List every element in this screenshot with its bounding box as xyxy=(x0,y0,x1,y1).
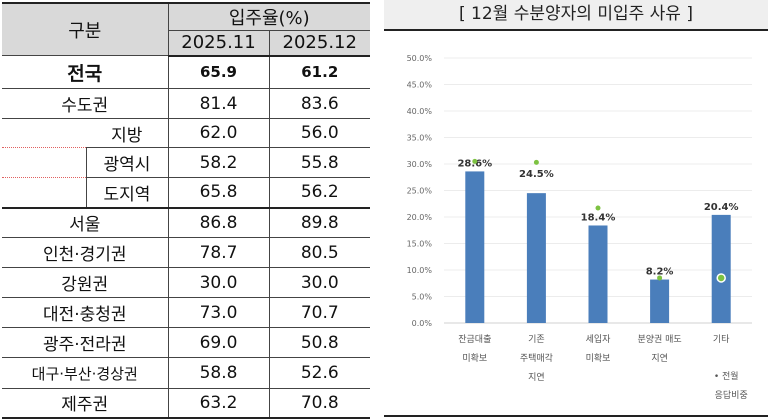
previous-month-point xyxy=(657,275,663,281)
header-occupancy-rate: 입주율(%) xyxy=(167,2,371,31)
value-2025-11: 65.8 xyxy=(167,177,269,209)
value-2025-12: 80.5 xyxy=(268,237,371,268)
y-tick-label: 40.0% xyxy=(407,107,433,116)
table-row: 수도권 81.4 83.6 xyxy=(2,88,371,119)
row-label: 강원권 xyxy=(2,267,168,298)
previous-month-point xyxy=(533,159,539,165)
value-2025-12: 89.8 xyxy=(268,207,371,238)
y-tick-label: 15.0% xyxy=(407,240,433,249)
table-row: 대전·충청권 73.0 70.7 xyxy=(2,297,371,328)
x-tick-label: 세입자 xyxy=(586,333,612,345)
divider xyxy=(384,415,768,417)
table-row: 강원권 30.0 30.0 xyxy=(2,267,371,298)
y-tick-label: 10.0% xyxy=(407,266,433,275)
previous-month-point xyxy=(595,205,601,211)
value-2025-12: 70.8 xyxy=(268,388,371,419)
header-category: 구분 xyxy=(2,2,168,56)
value-2025-12: 70.7 xyxy=(268,297,371,328)
x-tick-label: 주택매각 xyxy=(520,352,553,364)
data-label: 18.4% xyxy=(581,212,616,223)
x-tick-label: 기존 xyxy=(528,334,545,345)
x-tick-label: 미확보 xyxy=(586,352,611,364)
row-label: 광주·전라권 xyxy=(2,327,168,358)
previous-month-point xyxy=(716,273,726,283)
value-2025-11: 86.8 xyxy=(167,207,269,238)
indent-cell xyxy=(2,177,86,209)
row-label: 지방 xyxy=(86,118,168,148)
table-row: 지방 62.0 56.0 xyxy=(2,118,371,148)
value-2025-11: 69.0 xyxy=(167,327,269,358)
table-row: 대구·부산·경상권 58.8 52.6 xyxy=(2,357,371,389)
header-period: 2025.11 xyxy=(167,30,269,57)
x-tick-label: 분양권 매도 xyxy=(637,333,681,345)
table-row: 도지역 65.8 56.2 xyxy=(2,177,371,209)
x-tick-label: 기타 xyxy=(713,334,730,345)
value-2025-11: 78.7 xyxy=(167,237,269,268)
y-tick-label: 0.0% xyxy=(412,319,433,328)
chart-panel: [ 12월 수분양자의 미입주 사유 ] 0.0% 5.0% 10.0% 15.0% 2… xyxy=(384,0,768,419)
header-period: 2025.12 xyxy=(268,30,371,57)
value-2025-11: 62.0 xyxy=(167,118,269,148)
table-row: 광역시 58.2 55.8 xyxy=(2,147,371,178)
value-2025-11: 73.0 xyxy=(167,297,269,328)
table-row: 인천·경기권 78.7 80.5 xyxy=(2,237,371,268)
bar xyxy=(526,193,546,323)
table-row: 제주권 63.2 70.8 xyxy=(2,388,371,419)
y-tick-label: 30.0% xyxy=(407,160,433,169)
y-tick-label: 35.0% xyxy=(407,134,433,143)
value-2025-11: 58.8 xyxy=(167,357,269,389)
y-tick-label: 50.0% xyxy=(407,54,433,63)
value-2025-11: 30.0 xyxy=(167,267,269,298)
value-2025-12: 50.8 xyxy=(268,327,371,358)
chart-title: [ 12월 수분양자의 미입주 사유 ] xyxy=(384,0,768,31)
data-label: 28.6% xyxy=(457,158,492,169)
row-label: 인천·경기권 xyxy=(2,237,168,268)
value-2025-12: 56.2 xyxy=(268,177,371,209)
occupancy-rate-table: 구분 입주율(%) 2025.11 2025.12 전국 65.9 61.2 수도권 8… xyxy=(2,2,371,419)
y-tick-label: 20.0% xyxy=(407,213,433,222)
table-row: 서울 86.8 89.8 xyxy=(2,207,371,238)
data-label: 24.5% xyxy=(519,169,554,180)
value-2025-11: 63.2 xyxy=(167,388,269,419)
previous-month-point xyxy=(472,158,478,164)
row-label: 광역시 xyxy=(85,147,168,178)
x-tick-label: 잔금대출 xyxy=(458,334,491,345)
value-2025-11: 58.2 xyxy=(167,147,269,178)
y-tick-label: 25.0% xyxy=(407,187,433,196)
value-2025-12: 55.8 xyxy=(268,147,371,178)
y-tick-label: 5.0% xyxy=(412,293,433,302)
legend-label: • 전월 xyxy=(714,370,739,382)
x-tick-label: 지연 xyxy=(528,372,545,383)
value-2025-11: 81.4 xyxy=(167,88,269,119)
x-tick-label: 지연 xyxy=(651,353,668,364)
row-label: 제주권 xyxy=(2,388,168,419)
bar xyxy=(465,171,485,323)
x-tick-label: 미확보 xyxy=(462,352,487,364)
row-label: 서울 xyxy=(2,207,168,238)
value-2025-11: 65.9 xyxy=(167,55,269,89)
value-2025-12: 30.0 xyxy=(268,267,371,298)
row-label: 도지역 xyxy=(85,177,168,209)
bar xyxy=(711,214,731,323)
bar xyxy=(650,279,670,323)
row-label: 수도권 xyxy=(2,88,168,119)
y-tick-label: 45.0% xyxy=(407,81,433,90)
row-label: 대구·부산·경상권 xyxy=(2,357,168,389)
legend-label: 응답비중 xyxy=(715,389,748,401)
bar-chart: 0.0% 5.0% 10.0% 15.0% 20.0% 25.0% 30.0% 35.0% 40… xyxy=(407,54,752,401)
bar xyxy=(588,225,608,323)
table-row: 광주·전라권 69.0 50.8 xyxy=(2,327,371,358)
value-2025-12: 61.2 xyxy=(268,55,371,89)
table-row: 전국 65.9 61.2 xyxy=(2,55,371,89)
row-label: 대전·충청권 xyxy=(2,297,168,328)
data-label: 20.4% xyxy=(704,202,739,213)
value-2025-12: 56.0 xyxy=(268,118,371,148)
indent-cell xyxy=(2,118,86,148)
row-label: 전국 xyxy=(2,55,168,89)
indent-cell xyxy=(2,147,86,178)
data-label: 8.2% xyxy=(646,267,674,278)
value-2025-12: 52.6 xyxy=(268,357,371,389)
value-2025-12: 83.6 xyxy=(268,88,371,119)
